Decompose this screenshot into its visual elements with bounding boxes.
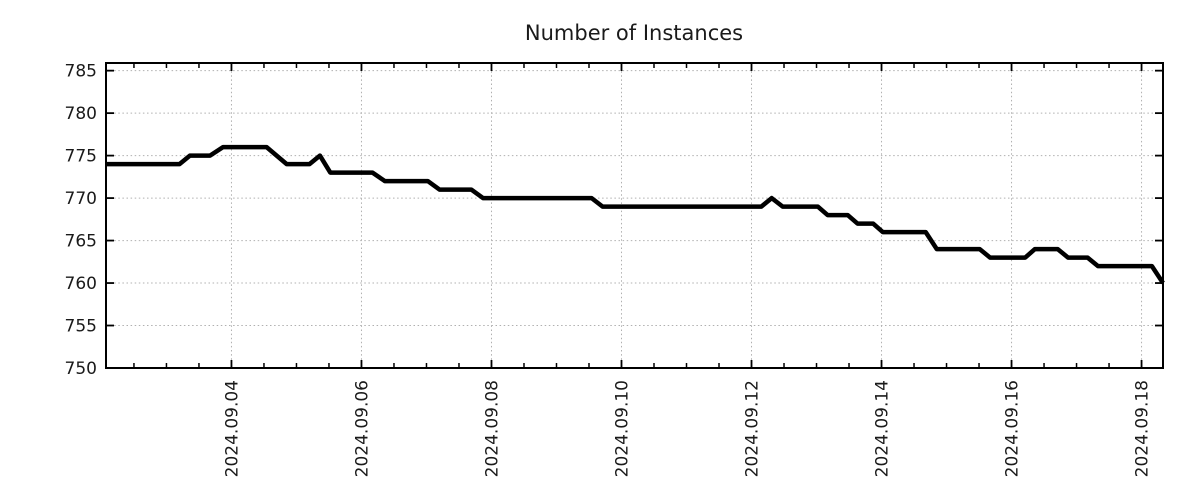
x-tick-label: 2024.09.04 <box>222 380 242 477</box>
y-tick-label: 780 <box>65 104 97 124</box>
y-tick-label: 765 <box>65 232 97 252</box>
x-tick-label: 2024.09.14 <box>873 380 893 477</box>
x-tick-label: 2024.09.18 <box>1133 380 1153 477</box>
chart-title: Number of Instances <box>525 21 743 45</box>
y-tick-label: 775 <box>65 147 97 167</box>
tick-marks <box>106 63 1163 369</box>
y-tick-label: 750 <box>65 359 97 379</box>
x-tick-label: 2024.09.10 <box>612 380 632 477</box>
x-tick-label: 2024.09.06 <box>352 380 372 477</box>
x-tick-label: 2024.09.16 <box>1003 380 1023 477</box>
gridlines <box>106 63 1163 369</box>
x-tick-label: 2024.09.08 <box>482 380 502 477</box>
tick-labels: 750 755 760 765 770 775 780 785 2024.09.04 2024.0… <box>65 62 1153 478</box>
plot-border <box>105 62 1164 369</box>
y-tick-label: 785 <box>65 62 97 82</box>
series-line-instances <box>106 144 1165 285</box>
y-tick-label: 770 <box>65 189 97 209</box>
y-tick-label: 755 <box>65 317 97 337</box>
series-group <box>106 144 1165 285</box>
x-tick-label: 2024.09.12 <box>743 380 763 477</box>
y-tick-label: 760 <box>65 274 97 294</box>
